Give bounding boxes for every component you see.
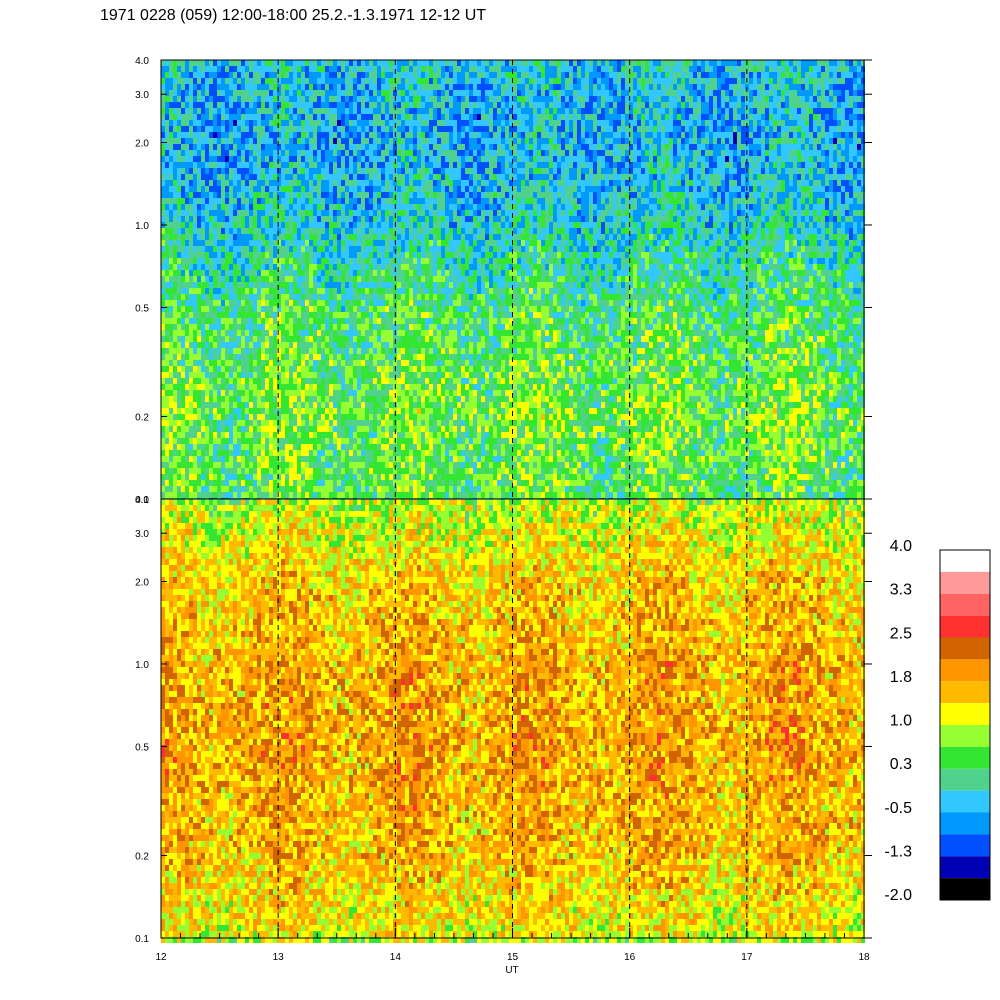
- x-tick-label: 13: [273, 952, 285, 963]
- x-tick-label: 18: [858, 952, 870, 963]
- colorbar: 4.0 3.3 2.5 1.8 1.0 0.3 -0.5 -1.3 -2.0: [884, 538, 990, 904]
- colorbar-segment: [940, 791, 990, 813]
- colorbar-label: -2.0: [884, 887, 912, 904]
- y-tick-label: 2.0: [135, 577, 149, 588]
- colorbar-label: 2.5: [890, 625, 912, 642]
- colorbar-segment: [940, 550, 990, 572]
- y-tick-label: 0.2: [135, 413, 149, 424]
- colorbar-label: 1.0: [890, 713, 912, 730]
- y-tick-label: 3.0: [135, 529, 149, 540]
- colorbar-segment: [940, 813, 990, 835]
- y-tick-label: 0.1: [135, 934, 149, 945]
- colorbar-segment: [940, 659, 990, 681]
- x-axis-label: UT: [505, 965, 518, 976]
- y-tick-label: 4.0: [135, 495, 149, 506]
- colorbar-segment: [940, 703, 990, 725]
- lower-spectrogram-panel: 0.1 0.2 0.5 1.0 2.0 3.0 4.0 12 13 14 15 16 17 18: [135, 495, 872, 963]
- x-tick-label: 12: [155, 952, 167, 963]
- colorbar-segment: [940, 681, 990, 703]
- y-tick-label: 1.0: [135, 660, 149, 671]
- colorbar-segment: [940, 834, 990, 856]
- colorbar-label: 4.0: [890, 538, 912, 555]
- colorbar-label: -0.5: [884, 800, 912, 817]
- y-tick-label: 0.5: [135, 742, 149, 753]
- colorbar-label: 1.8: [890, 669, 912, 686]
- upper-spectrogram-panel: 0.10.20.51.02.03.04.0: [135, 56, 872, 506]
- colorbar-segment: [940, 616, 990, 638]
- x-tick-label: 17: [741, 952, 753, 963]
- colorbar-segment: [940, 878, 990, 900]
- colorbar-segment: [940, 638, 990, 660]
- colorbar-label: 3.3: [890, 582, 912, 599]
- colorbar-segment: [940, 747, 990, 769]
- y-tick-label: 1.0: [135, 221, 149, 232]
- y-tick-label: 2.0: [135, 138, 149, 149]
- colorbar-segment: [940, 856, 990, 878]
- figure-title: 1971 0228 (059) 12:00-18:00 25.2.-1.3.19…: [100, 7, 486, 24]
- colorbar-segment: [940, 769, 990, 791]
- x-tick-label: 16: [624, 952, 636, 963]
- y-tick-label: 4.0: [135, 56, 149, 67]
- colorbar-segment: [940, 572, 990, 594]
- colorbar-segment: [940, 594, 990, 616]
- y-tick-label: 3.0: [135, 90, 149, 101]
- colorbar-label: 0.3: [890, 756, 912, 773]
- x-tick-label: 14: [390, 952, 402, 963]
- x-tick-label: 15: [507, 952, 519, 963]
- y-tick-label: 0.5: [135, 303, 149, 314]
- y-tick-label: 0.2: [135, 852, 149, 863]
- colorbar-label: -1.3: [884, 843, 912, 860]
- colorbar-segment: [940, 725, 990, 747]
